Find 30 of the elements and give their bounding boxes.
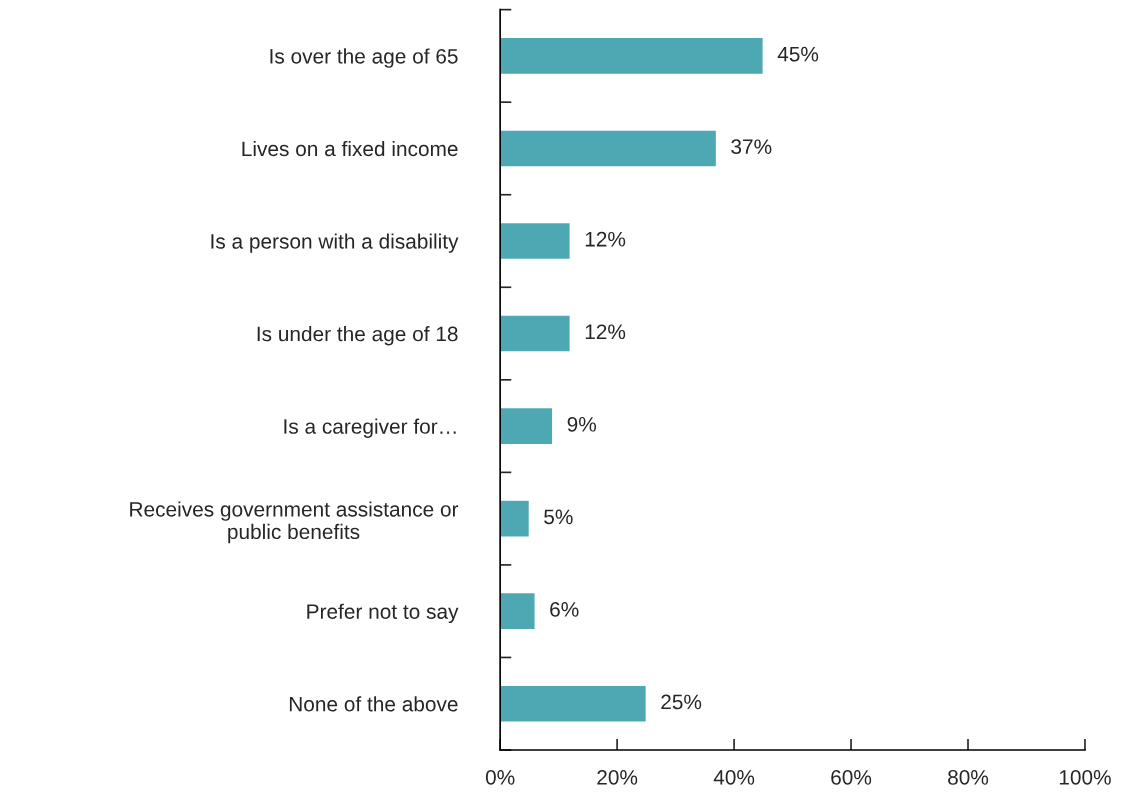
y-tick-label: Prefer not to say [307,603,459,624]
x-tick-label: 40% [713,770,755,785]
bar [500,129,718,168]
y-tick-label: None of the above [289,696,458,712]
bar [500,36,765,76]
y-tick-label: Is a caregiver for… [284,418,456,438]
data-label: 5% [544,509,573,525]
data-label: 45% [777,46,819,62]
y-tick-label: Receives government assistance or public benefits [130,501,459,544]
data-label: 12% [585,231,626,247]
y-tick-label: Lives on a fixed income [242,140,458,157]
data-label: 6% [550,602,579,617]
bar [500,591,536,631]
x-tick-label: 60% [831,770,872,785]
data-label: 37% [731,139,772,155]
bar [500,314,572,353]
bar [500,684,648,723]
data-label: 12% [585,324,626,340]
data-label: 9% [567,416,597,432]
bar [500,406,554,446]
x-tick-label: 100% [1059,770,1111,785]
x-tick-label: 0% [485,770,515,785]
data-label: 25% [661,694,702,710]
x-tick-label: 80% [948,770,989,785]
bar [500,499,531,538]
bar [500,221,572,261]
y-tick-label: Is a person with a disability [211,233,459,253]
x-tick-label: 20% [597,770,638,785]
y-tick-label: Is under the age of 18 [257,326,458,346]
y-tick-label: Is over the age of 65 [270,48,458,68]
